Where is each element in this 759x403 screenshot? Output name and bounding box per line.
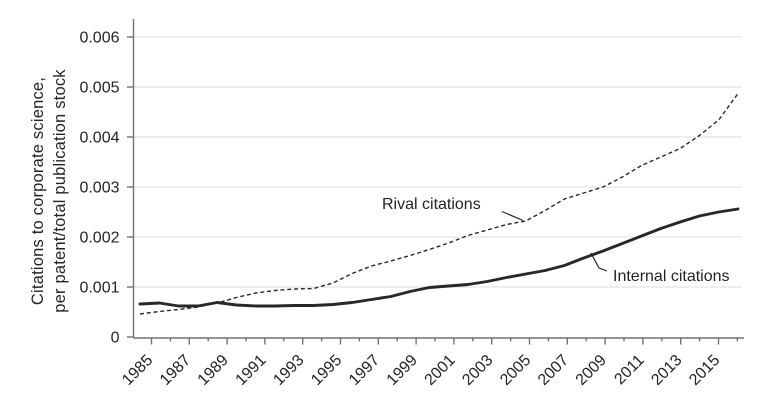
x-tick-label: 1993	[270, 352, 307, 389]
x-tick-label: 2003	[459, 352, 496, 389]
y-tick-label: 0	[111, 330, 120, 347]
x-axis: 1985 1987 1989 1991 1993 1995 1997 1999 2001 2003…	[119, 337, 744, 389]
rival-leader-line	[501, 210, 524, 222]
x-tick-label: 1987	[157, 352, 194, 389]
x-tick-label: 1985	[119, 352, 156, 389]
y-tick-label: 0.002	[79, 230, 119, 247]
rival-annotation: Rival citations	[382, 196, 524, 222]
y-axis-title: Citations to corporate science, per pate…	[29, 69, 69, 313]
internal-annotation: Internal citations	[590, 252, 730, 285]
internal-leader-line	[590, 252, 608, 272]
x-tick-label: 1997	[346, 352, 383, 389]
rival-series-label: Rival citations	[382, 196, 481, 213]
x-tick-label: 2005	[497, 352, 534, 389]
y-tick-label: 0.006	[79, 30, 119, 47]
x-tick-label: 2015	[686, 352, 723, 389]
x-tick-label: 1989	[195, 352, 232, 389]
internal-series-label: Internal citations	[613, 268, 730, 285]
y-axis-title-line2: per patent/total publication stock	[51, 69, 69, 313]
gridlines	[133, 36, 742, 288]
rival-citations-line	[139, 93, 739, 315]
x-tick-label: 1999	[384, 352, 421, 389]
x-tick-label: 1991	[233, 352, 270, 389]
y-tick-label: 0.001	[79, 280, 119, 297]
x-tick-label: 1995	[308, 352, 345, 389]
y-axis-title-line1: Citations to corporate science,	[29, 77, 47, 305]
x-tick-label: 2001	[422, 352, 459, 389]
x-tick-label: 2011	[611, 352, 647, 388]
x-tick-label: 2009	[573, 352, 610, 389]
internal-citations-line	[138, 207, 740, 308]
x-tick-label: 2013	[648, 352, 685, 389]
x-tick-label: 2007	[535, 352, 572, 389]
y-tick-label: 0.003	[79, 180, 119, 197]
y-tick-label: 0.004	[79, 130, 119, 147]
y-tick-label: 0.005	[79, 80, 119, 97]
y-axis: 0 0.001 0.002 0.003 0.004 0.005 0.006	[79, 19, 135, 347]
